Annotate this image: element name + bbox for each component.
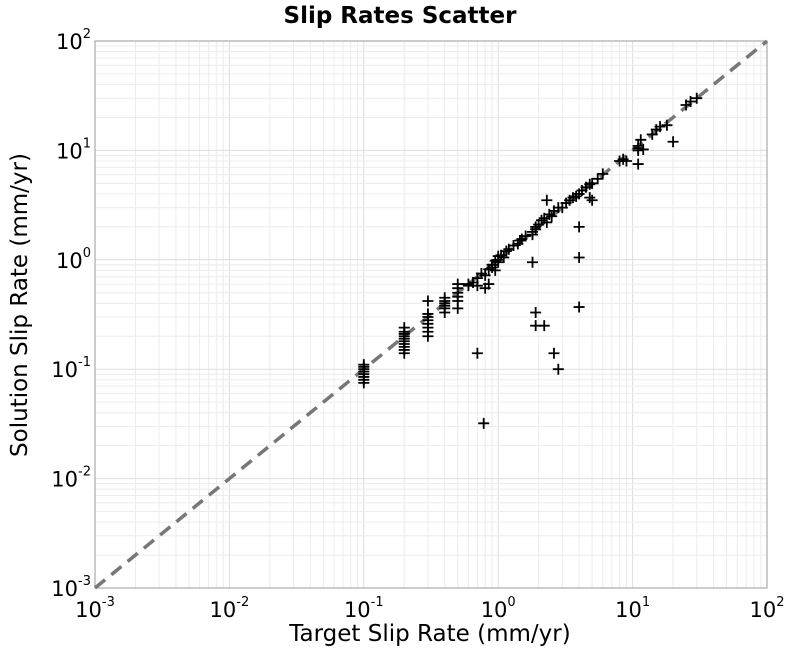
- data-point: [471, 347, 483, 359]
- data-point: [573, 251, 585, 263]
- x-axis-label: Target Slip Rate (mm/yr): [288, 621, 570, 647]
- x-tick-label: 10-2: [210, 595, 250, 622]
- data-point: [654, 121, 666, 133]
- data-point: [667, 136, 679, 148]
- data-point: [546, 210, 558, 222]
- data-point: [358, 359, 370, 371]
- data-point: [439, 292, 451, 304]
- data-point: [498, 251, 510, 263]
- data-point: [586, 194, 598, 206]
- data-point: [584, 192, 596, 204]
- data-point: [541, 216, 553, 228]
- plot-frame: [94, 40, 768, 589]
- data-point: [592, 173, 604, 185]
- data-point: [483, 278, 495, 290]
- data-point: [661, 119, 673, 131]
- data-point: [500, 245, 512, 257]
- y-tick-label-exponent: -3: [78, 574, 91, 589]
- y-tick-label-base: 10: [51, 577, 78, 601]
- y-tick-label-base: 10: [56, 139, 83, 163]
- data-point: [541, 194, 553, 206]
- data-point: [548, 347, 560, 359]
- data-point: [691, 92, 703, 104]
- y-tick-label-exponent: -1: [78, 355, 91, 370]
- data-point: [398, 322, 410, 334]
- x-tick-label-base: 10: [481, 598, 508, 622]
- x-tick-label: 100: [481, 595, 516, 622]
- data-point: [597, 168, 609, 180]
- y-tick-label-base: 10: [56, 249, 83, 273]
- data-point: [632, 158, 644, 170]
- x-tick-label-exponent: 2: [776, 595, 784, 610]
- identity-reference-line: [93, 39, 769, 590]
- y-tick-label-exponent: 2: [83, 27, 91, 42]
- data-point: [573, 301, 585, 313]
- data-point: [635, 134, 647, 146]
- y-tick-label-base: 10: [51, 468, 78, 492]
- grid-lines: [94, 41, 767, 589]
- data-point: [584, 178, 596, 190]
- chart-title: Slip Rates Scatter: [284, 3, 518, 29]
- x-tick-label-exponent: -1: [371, 595, 384, 610]
- y-tick-label-exponent: 1: [83, 136, 91, 151]
- y-tick-label: 10-2: [51, 465, 91, 492]
- y-tick-label: 10-3: [51, 574, 91, 601]
- x-tick-label: 101: [615, 595, 650, 622]
- x-tick-label-base: 10: [75, 598, 102, 622]
- y-axis-label: Solution Slip Rate (mm/yr): [7, 153, 33, 457]
- y-tick-label: 102: [56, 27, 91, 54]
- x-tick-label-base: 10: [749, 598, 776, 622]
- data-point: [538, 320, 550, 332]
- y-tick-label: 100: [56, 246, 91, 273]
- data-point: [422, 308, 434, 320]
- data-point: [620, 155, 632, 167]
- data-point: [685, 95, 697, 107]
- data-point: [471, 280, 483, 292]
- x-tick-label: 10-3: [75, 595, 115, 622]
- data-point: [452, 278, 464, 290]
- x-tick-label-base: 10: [344, 598, 371, 622]
- x-tick-label-exponent: -2: [236, 595, 249, 610]
- x-tick-label-exponent: 0: [507, 595, 515, 610]
- data-point: [530, 306, 542, 318]
- data-point: [514, 235, 526, 247]
- data-point: [527, 256, 539, 268]
- data-point: [478, 417, 490, 429]
- y-tick-label: 10-1: [51, 355, 91, 382]
- x-tick-label-exponent: -3: [102, 595, 115, 610]
- data-point: [422, 295, 434, 307]
- x-tick-label-exponent: 1: [642, 595, 650, 610]
- data-point: [489, 264, 501, 276]
- data-point: [462, 278, 474, 290]
- x-tick-labels: 10-3 10-2 10-1 100 101 102: [75, 595, 784, 622]
- data-point: [552, 363, 564, 375]
- y-tick-label-base: 10: [56, 30, 83, 54]
- y-tick-label-base: 10: [51, 358, 78, 382]
- data-point: [637, 143, 649, 155]
- data-points: [358, 92, 703, 429]
- x-tick-label-base: 10: [210, 598, 237, 622]
- y-tick-label-exponent: -2: [78, 465, 91, 480]
- data-point: [573, 221, 585, 233]
- data-point: [586, 177, 598, 189]
- data-point: [536, 214, 548, 226]
- x-tick-label: 10-1: [344, 595, 384, 622]
- x-tick-label-base: 10: [615, 598, 642, 622]
- x-tick-label: 102: [749, 595, 784, 622]
- data-point: [479, 269, 491, 281]
- y-tick-label: 101: [56, 136, 91, 163]
- y-tick-label-exponent: 0: [83, 246, 91, 261]
- data-point: [520, 230, 532, 242]
